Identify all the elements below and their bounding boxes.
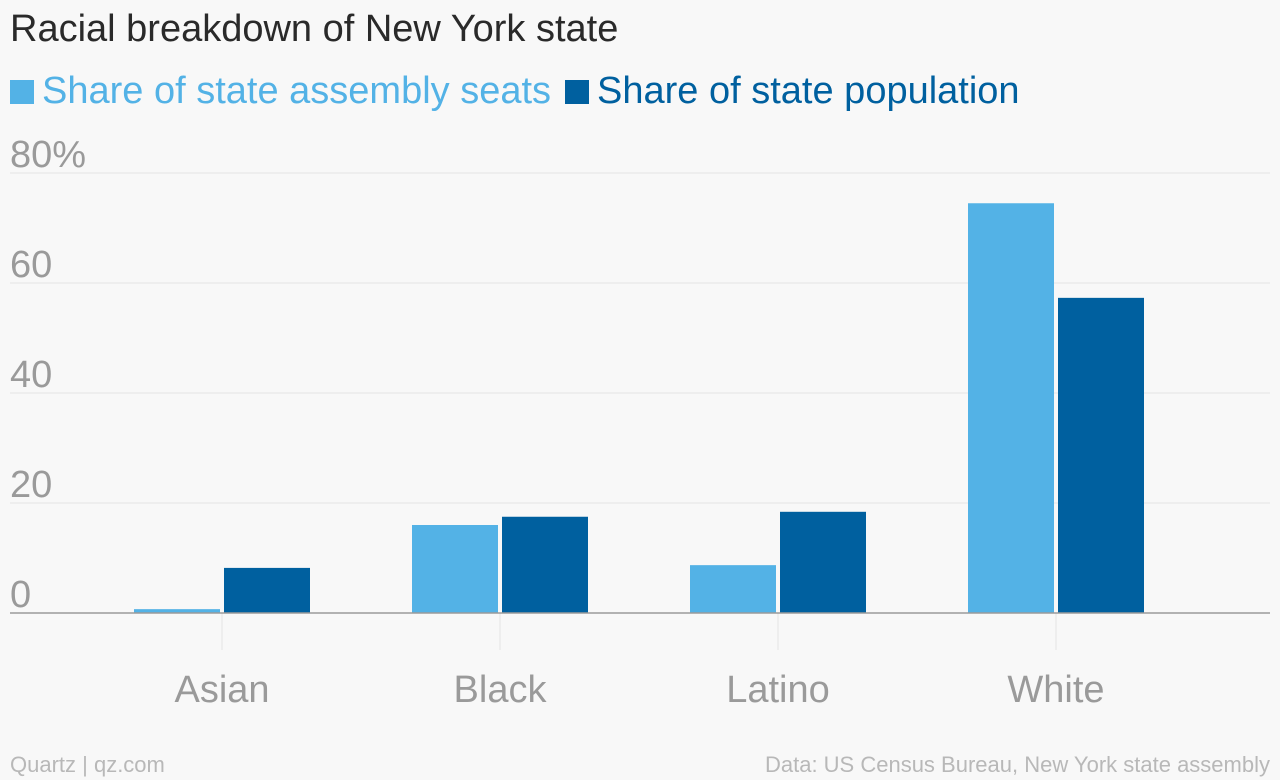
bar-asian-population [224, 567, 310, 613]
x-tick-label: Black [454, 669, 548, 711]
y-tick-label: 0 [10, 574, 31, 616]
y-tick-label: 60 [10, 244, 52, 286]
y-tick-label: 80% [10, 134, 86, 176]
legend-item-assembly-seats: Share of state assembly seats [10, 70, 551, 113]
footer-credit: Quartz | qz.com [10, 752, 165, 777]
x-tick-label: Latino [726, 669, 830, 711]
bar-black-assembly-seats [412, 525, 498, 613]
x-tick-label: Asian [174, 669, 269, 711]
legend-label-population: Share of state population [597, 70, 1020, 112]
y-tick-label: 40 [10, 354, 52, 396]
legend-swatch-assembly-seats [10, 79, 34, 104]
legend-item-population: Share of state population [565, 70, 1020, 113]
y-tick-label: 20 [10, 464, 52, 506]
bar-latino-population [780, 511, 866, 613]
bar-asian-assembly-seats [134, 609, 220, 613]
bar-latino-assembly-seats [690, 565, 776, 613]
bar-white-assembly-seats [968, 203, 1054, 613]
legend-label-assembly-seats: Share of state assembly seats [42, 70, 552, 112]
x-tick-label: White [1007, 669, 1104, 711]
legend: Share of state assembly seats Share of s… [10, 70, 1034, 113]
chart-title: Racial breakdown of New York state [10, 8, 619, 50]
bar-white-population [1058, 297, 1144, 613]
legend-swatch-population [565, 79, 590, 104]
footer-source: Data: US Census Bureau, New York state a… [764, 752, 1270, 777]
bar-black-population [502, 516, 588, 613]
